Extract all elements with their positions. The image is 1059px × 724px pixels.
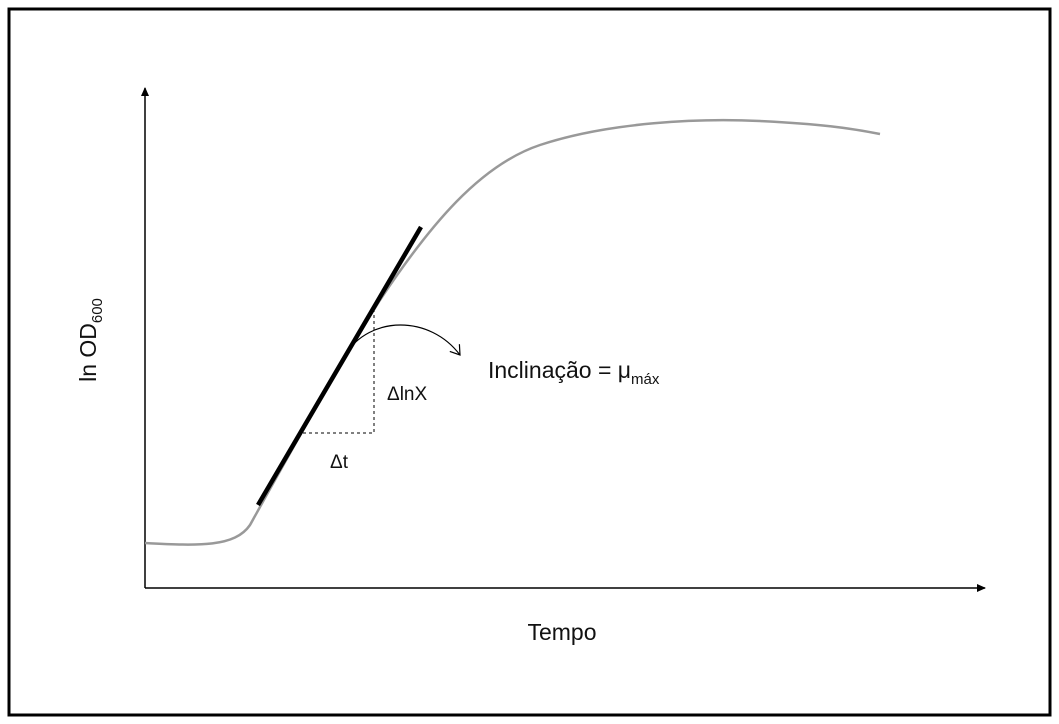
slope-triangle bbox=[303, 310, 375, 434]
delta-x-label: Δt bbox=[330, 452, 349, 473]
growth-curve bbox=[144, 118, 881, 546]
slope-label: Inclinação = μmáx bbox=[488, 357, 660, 388]
y-label-subscript: 600 bbox=[89, 298, 106, 323]
slope-text: Inclinação = μ bbox=[488, 357, 631, 383]
y-axis-label: ln OD600 bbox=[75, 298, 106, 382]
x-axis-label: Tempo bbox=[527, 619, 596, 645]
tangent-line bbox=[256, 225, 423, 507]
slope-subscript: máx bbox=[631, 371, 660, 388]
y-label-text: ln OD bbox=[75, 323, 101, 382]
frame bbox=[7, 7, 1052, 717]
arc-arrow bbox=[344, 324, 461, 356]
delta-y-label: ΔlnX bbox=[387, 384, 427, 405]
